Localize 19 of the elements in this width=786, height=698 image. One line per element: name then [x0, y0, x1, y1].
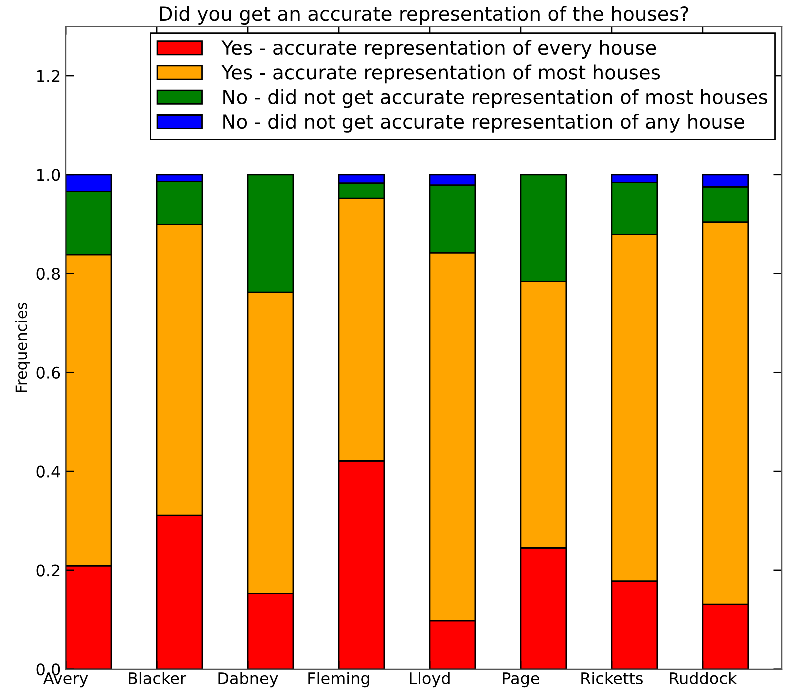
y-tick-label: 1.2 — [38, 70, 60, 82]
x-tick-label: Page — [503, 672, 540, 688]
chart-title: Did you get an accurate representation of the houses? — [160, 6, 688, 26]
y-tick-label: 0.4 — [36, 466, 60, 478]
y-tick-label: 1.0 — [38, 169, 60, 182]
legend-label: No - did not get accurate representation of any house — [224, 114, 744, 133]
y-tick-label: 0.6 — [36, 366, 60, 379]
y-tick-label: 0.8 — [36, 268, 60, 280]
x-tick-label: Ruddock — [670, 672, 738, 685]
legend-label: Yes - accurate representation of most houses — [222, 64, 660, 84]
x-tick-label: Lloyd — [410, 672, 450, 688]
legend-label: Yes - accurate representation of every house — [222, 40, 656, 59]
x-tick-label: Ricketts — [582, 672, 643, 685]
legend-label: No - did not get accurate representation of most houses — [224, 89, 768, 108]
x-tick-label: Dabney — [218, 672, 278, 688]
x-tick-label: Blacker — [129, 672, 187, 685]
x-tick-label: Fleming — [308, 672, 370, 688]
y-axis-title: Frequencies — [15, 302, 30, 392]
y-tick-label: 0.2 — [36, 564, 60, 577]
